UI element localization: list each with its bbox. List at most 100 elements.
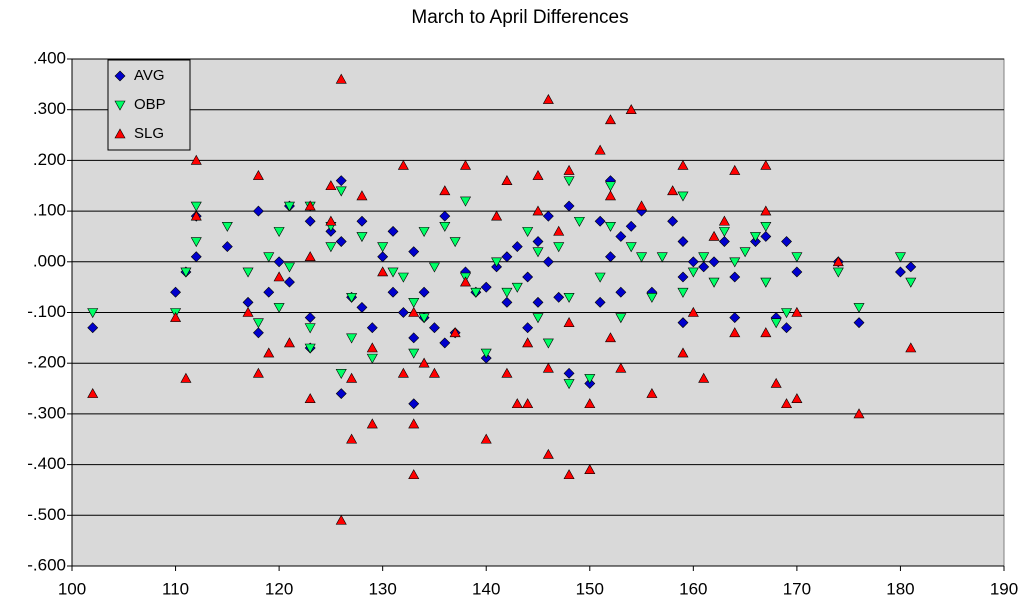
- point: [781, 308, 793, 319]
- point: [180, 372, 192, 383]
- point: [439, 185, 451, 196]
- point: [511, 282, 523, 293]
- point: [408, 332, 420, 344]
- point: [542, 362, 554, 373]
- point: [283, 262, 295, 273]
- point: [625, 104, 637, 114]
- point: [739, 247, 751, 258]
- point: [449, 327, 461, 338]
- point: [346, 333, 358, 344]
- point: [604, 190, 616, 201]
- point: [563, 292, 575, 303]
- point: [511, 241, 523, 253]
- x-tick-label: 140: [472, 579, 500, 598]
- point: [408, 348, 420, 359]
- point: [242, 306, 254, 317]
- point: [895, 266, 906, 278]
- point: [677, 236, 689, 247]
- y-tick-label: .400: [33, 48, 66, 67]
- point: [87, 308, 99, 319]
- point: [770, 318, 782, 329]
- point: [605, 251, 616, 263]
- point: [594, 215, 606, 227]
- point: [636, 252, 648, 263]
- point: [408, 469, 420, 480]
- point: [708, 230, 720, 241]
- point: [325, 215, 337, 226]
- point: [190, 201, 202, 212]
- point: [449, 237, 461, 248]
- point: [553, 291, 565, 303]
- point: [460, 159, 472, 170]
- point: [480, 348, 492, 359]
- point: [853, 317, 865, 329]
- point: [335, 388, 347, 400]
- x-tick-label: 150: [576, 579, 604, 598]
- point: [252, 327, 264, 339]
- point: [522, 398, 534, 409]
- y-tick-label: .200: [33, 150, 66, 169]
- point: [408, 306, 420, 317]
- point: [905, 261, 917, 273]
- point: [170, 286, 181, 298]
- point: [563, 200, 575, 212]
- point: [283, 337, 295, 348]
- point: [749, 232, 761, 243]
- legend-marker: [114, 128, 126, 139]
- point: [760, 327, 772, 338]
- point: [729, 164, 741, 175]
- point: [252, 205, 264, 217]
- point: [273, 271, 285, 282]
- point: [387, 225, 399, 237]
- point: [304, 200, 316, 211]
- point: [594, 272, 606, 283]
- x-tick-label: 180: [886, 579, 914, 598]
- point: [335, 186, 347, 197]
- point: [304, 312, 316, 323]
- point: [480, 281, 492, 293]
- point: [532, 205, 544, 216]
- point: [625, 242, 637, 253]
- point: [832, 267, 844, 278]
- y-tick-label: -.600: [27, 555, 66, 574]
- point: [573, 216, 585, 227]
- point: [532, 247, 544, 258]
- point: [677, 159, 689, 170]
- point: [532, 313, 544, 324]
- point: [677, 317, 689, 329]
- point: [304, 323, 316, 334]
- y-tick-label: -.500: [27, 505, 66, 524]
- point: [760, 159, 772, 170]
- point: [563, 367, 575, 379]
- point: [542, 448, 554, 459]
- point: [460, 196, 472, 207]
- point: [170, 311, 182, 322]
- point: [480, 433, 492, 444]
- point: [501, 287, 513, 298]
- point: [708, 277, 720, 288]
- point: [87, 388, 99, 398]
- point: [677, 191, 689, 202]
- point: [615, 362, 627, 373]
- point: [283, 201, 295, 212]
- point: [408, 418, 420, 429]
- point: [439, 210, 451, 222]
- point: [397, 367, 409, 378]
- point: [615, 231, 627, 242]
- point: [397, 159, 409, 170]
- point: [718, 227, 730, 237]
- point: [542, 210, 554, 222]
- point: [584, 464, 596, 474]
- point: [584, 374, 596, 385]
- point: [584, 398, 596, 409]
- point: [190, 251, 202, 263]
- point: [428, 262, 440, 273]
- point: [625, 220, 637, 232]
- point: [190, 237, 202, 248]
- point: [687, 267, 699, 278]
- point: [532, 236, 544, 247]
- point: [729, 271, 741, 283]
- point: [273, 227, 285, 237]
- point: [377, 266, 389, 277]
- point: [853, 303, 865, 314]
